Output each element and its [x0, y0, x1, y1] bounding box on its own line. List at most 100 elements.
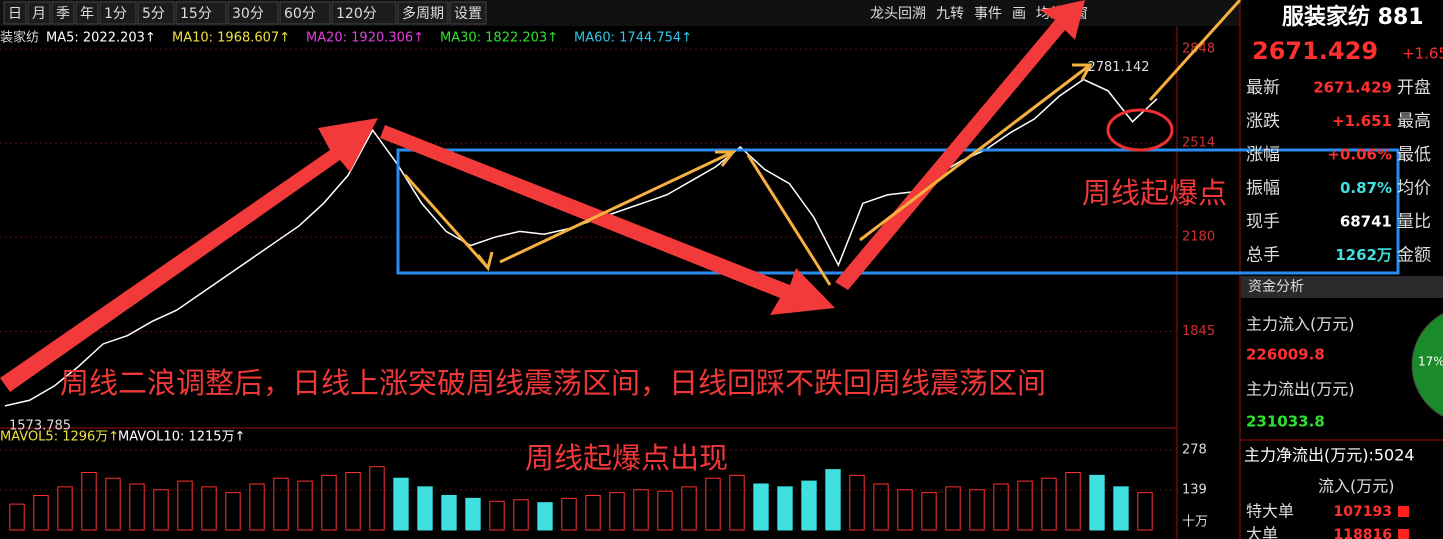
volume-bar	[801, 480, 817, 531]
quote-value: +1.651	[1332, 112, 1392, 130]
fund-row-swatch	[1398, 529, 1409, 539]
tab-label[interactable]: 日	[8, 6, 22, 22]
tab[interactable]	[3, 1, 27, 25]
low-label: 1573.785	[9, 418, 71, 433]
legend-item: MA10: 1968.607↑	[172, 31, 290, 46]
quote-label: 开盘	[1397, 78, 1431, 98]
tab-label[interactable]: 5分	[142, 6, 165, 22]
tab[interactable]	[331, 1, 397, 25]
fund-value: 226009.8	[1246, 346, 1325, 364]
red-arrow	[835, 0, 1085, 290]
tab[interactable]	[27, 1, 51, 25]
tab[interactable]	[449, 1, 487, 25]
tab-label[interactable]: 60分	[284, 6, 316, 22]
arrow-head	[715, 150, 737, 167]
volume-bar	[321, 474, 337, 531]
tab-label[interactable]: 120分	[336, 6, 377, 22]
volume-bar	[945, 486, 961, 531]
tab[interactable]	[137, 1, 175, 25]
annotation: 周线二浪调整后，日线上涨突破周线震荡区间，日线回踩不跌回周线震荡区间	[60, 366, 1046, 400]
volume-bar	[57, 486, 73, 531]
volume-bar	[777, 486, 793, 531]
tab[interactable]	[51, 1, 75, 25]
tab[interactable]	[175, 1, 227, 25]
chart: 1845 2180 2514 2848 2781.142 1573.785MAVOL5: …	[0, 42, 1215, 531]
quote-label: 最低	[1397, 145, 1431, 165]
volume-bar	[513, 499, 529, 531]
fund-header-bg	[1241, 276, 1443, 298]
tab-label[interactable]: 季	[56, 6, 70, 22]
tab-label[interactable]: 1分	[104, 6, 127, 22]
quote-label: 涨幅	[1246, 145, 1280, 165]
volume-bar	[585, 494, 601, 531]
volume-bar	[273, 477, 289, 531]
volume-bar	[1017, 480, 1033, 531]
volume-legend: MAVOL5: 1296万↑	[0, 430, 119, 445]
quote-price: 2671.429	[1252, 37, 1378, 65]
red-arrow	[380, 125, 835, 315]
volume-bar	[129, 483, 145, 531]
orange-arrow	[746, 154, 832, 286]
unit-label: 十万	[1182, 515, 1208, 530]
fund-title: 资金分析	[1248, 279, 1304, 295]
fund-label: 主力流出(万元)	[1246, 380, 1355, 399]
tab-label[interactable]: 设置	[454, 6, 482, 22]
volume-bar	[225, 492, 241, 531]
tool[interactable]: 九转	[936, 6, 964, 22]
tool[interactable]: 画	[1012, 6, 1026, 22]
tab[interactable]	[75, 1, 99, 25]
tab-label[interactable]: 年	[80, 6, 94, 22]
fund-row-label: 大单	[1246, 525, 1278, 539]
y-tick-label: 2180	[1182, 230, 1215, 245]
fund-row-value: 107193	[1334, 504, 1392, 520]
y-tick-label: 2514	[1182, 136, 1215, 151]
volume-bar	[153, 489, 169, 531]
y-tick-label: 1845	[1182, 324, 1215, 339]
volume-bar	[441, 494, 457, 531]
volume-bar	[1113, 486, 1129, 531]
fund-row-swatch	[1398, 506, 1409, 517]
quote-label: 总手	[1246, 246, 1280, 266]
tool[interactable]: 事件	[974, 6, 1002, 22]
tab-label[interactable]: 15分	[180, 6, 212, 22]
pie-label: 17%	[1418, 355, 1443, 369]
y-tick-label: 2848	[1182, 42, 1215, 57]
volume-bar	[105, 477, 121, 531]
annotation: 周线起爆点出现	[525, 441, 728, 475]
volume-bar	[897, 489, 913, 531]
red-arrow	[0, 118, 378, 392]
volume-bar	[465, 497, 481, 531]
orange-arrows	[403, 0, 1242, 286]
legend-item: MA60: 1744.754↑	[574, 31, 692, 46]
quote-label: 最高	[1397, 112, 1431, 132]
tab[interactable]	[279, 1, 331, 25]
volume-bar	[561, 497, 577, 531]
quote-label: 涨跌	[1246, 112, 1280, 132]
volume-bar	[969, 489, 985, 531]
fund-value: 231033.8	[1246, 413, 1325, 431]
tab-label[interactable]: 30分	[232, 6, 264, 22]
tool[interactable]: 龙头回溯	[870, 6, 926, 22]
volume-bar	[9, 503, 25, 531]
fund-table: 特大单 107193 大单 118816	[1246, 502, 1409, 539]
circle-mark	[1106, 108, 1174, 152]
quote-label: 现手	[1246, 212, 1280, 232]
annotation: 周线起爆点	[1082, 176, 1227, 210]
tab-label[interactable]: 多周期	[402, 5, 444, 22]
tab[interactable]	[99, 1, 137, 25]
volume-legend: MAVOL10: 1215万↑	[118, 430, 245, 445]
fund-label: 主力流入(万元)	[1246, 315, 1355, 334]
tab[interactable]	[227, 1, 279, 25]
volume-bar	[297, 480, 313, 531]
quote-label: 均价	[1397, 179, 1431, 199]
high-label: 2781.142	[1087, 60, 1149, 75]
tab[interactable]	[397, 1, 449, 25]
volume-bar	[345, 471, 361, 531]
volume-bar	[1041, 477, 1057, 531]
fund-row-label: 特大单	[1246, 502, 1294, 521]
volume-bar	[729, 474, 745, 531]
arrow-head	[1072, 63, 1093, 81]
tab-label[interactable]: 月	[32, 6, 46, 22]
